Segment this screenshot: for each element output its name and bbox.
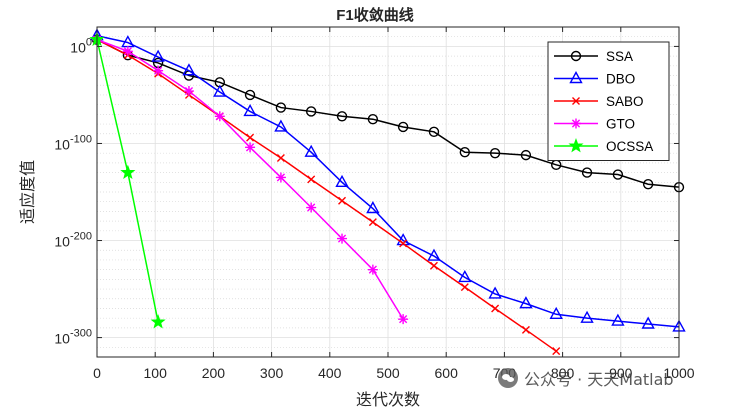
data-point-sabo [399, 239, 408, 248]
data-point-ocssa [120, 164, 136, 180]
series-line-ssa [96, 38, 680, 188]
y-axis-label: 适应度值 [18, 160, 37, 224]
data-point-gto [183, 86, 194, 97]
plot-area[interactable]: 01002003004005006007008009001000 10010-1… [54, 26, 695, 381]
legend-label-sabo: SABO [606, 94, 644, 109]
chart-title: F1收敛曲线 [336, 6, 414, 24]
data-point-ssa [612, 169, 624, 180]
data-point-sabo [429, 261, 438, 270]
data-point-gto [367, 264, 378, 275]
legend-entry-sabo: SABO [554, 94, 644, 109]
major-grid [96, 27, 680, 357]
data-point-sabo [368, 218, 377, 227]
series-dbo [90, 28, 686, 332]
x-tick-label: 1000 [663, 365, 694, 381]
data-point-sabo [246, 133, 255, 142]
data-point-dbo [396, 233, 410, 246]
data-point-dbo [151, 49, 165, 62]
x-tick-label: 300 [260, 365, 284, 381]
data-point-ssa [275, 102, 287, 113]
data-point-gto [275, 172, 286, 183]
watermark: 公众号 · 天天Matlab [498, 366, 674, 390]
x-axis-ticks: 01002003004005006007008009001000 [93, 27, 695, 381]
data-point-dbo [549, 306, 563, 319]
data-point-dbo [641, 316, 655, 329]
legend: SSA DBO SABO GTO OCSSA [547, 41, 670, 161]
data-point-dbo [427, 248, 441, 261]
data-point-dbo [274, 119, 288, 132]
data-point-gto [214, 111, 225, 122]
data-point-sabo [552, 347, 561, 356]
data-point-dbo [335, 174, 349, 187]
data-point-dbo [182, 63, 196, 76]
data-point-ocssa [150, 314, 166, 329]
data-point-ssa [336, 111, 348, 122]
legend-marker-ocssa [568, 138, 584, 153]
data-point-ssa [642, 179, 654, 190]
data-point-ssa [581, 167, 593, 178]
data-point-ssa [397, 121, 409, 133]
data-point-ssa [244, 89, 256, 101]
legend-entry-gto: GTO [554, 117, 635, 132]
legend-entry-dbo: DBO [554, 71, 635, 87]
data-point-ssa [489, 147, 501, 159]
legend-entry-ssa: SSA [554, 49, 633, 64]
data-point-dbo [519, 296, 533, 309]
data-point-sabo [338, 196, 347, 205]
x-tick-label: 500 [376, 365, 400, 381]
x-tick-label: 900 [609, 365, 633, 381]
x-tick-label: 400 [318, 365, 342, 381]
y-tick-label: 10-300 [54, 328, 92, 347]
x-tick-label: 200 [202, 365, 226, 381]
data-point-sabo [521, 325, 530, 334]
y-axis-ticks: 100 10-100 10-200 10-300 [54, 36, 679, 347]
data-point-gto [337, 233, 348, 244]
data-point-ssa [305, 106, 317, 117]
legend-label-gto: GTO [606, 117, 635, 132]
data-point-sabo [276, 154, 285, 163]
legend-entry-ocssa: OCSSA [554, 138, 653, 154]
y-tick-label: 100 [70, 36, 92, 55]
x-tick-label: 100 [144, 365, 168, 381]
data-point-sabo [460, 283, 469, 292]
data-point-ssa [520, 149, 532, 161]
data-point-dbo [213, 84, 227, 97]
x-axis-label: 迭代次数 [356, 390, 420, 409]
legend-marker-ssa [570, 50, 582, 62]
legend-label-dbo: DBO [606, 72, 635, 87]
data-point-dbo [366, 201, 380, 214]
series-line-sabo [96, 38, 557, 352]
y-tick-label: 10-200 [54, 231, 92, 250]
data-point-ssa [459, 147, 471, 158]
watermark-text: 公众号 · 天天Matlab [524, 370, 674, 389]
data-point-sabo [307, 175, 316, 184]
data-point-dbo [611, 313, 625, 326]
data-point-dbo [243, 103, 257, 117]
x-tick-label: 800 [551, 365, 575, 381]
data-point-gto [245, 142, 256, 153]
x-tick-label: 0 [93, 365, 101, 381]
data-point-ssa [367, 114, 379, 125]
legend-marker-sabo [572, 97, 580, 105]
data-point-dbo [488, 286, 502, 299]
data-point-dbo [304, 144, 318, 157]
data-point-dbo [458, 269, 472, 283]
legend-label-ocssa: OCSSA [606, 139, 653, 154]
data-point-gto [398, 314, 409, 325]
legend-label-ssa: SSA [606, 49, 633, 64]
x-tick-label: 600 [435, 365, 459, 381]
data-point-gto [122, 46, 133, 57]
y-tick-label: 10-100 [54, 133, 92, 152]
data-point-sabo [491, 304, 500, 313]
legend-marker-dbo [569, 71, 583, 84]
data-point-gto [306, 202, 317, 213]
series-gto [92, 34, 409, 325]
data-point-ssa [428, 126, 440, 138]
data-point-dbo [580, 310, 594, 323]
data-point-gto [153, 65, 164, 76]
legend-marker-gto [571, 118, 581, 129]
wechat-icon [498, 368, 518, 388]
